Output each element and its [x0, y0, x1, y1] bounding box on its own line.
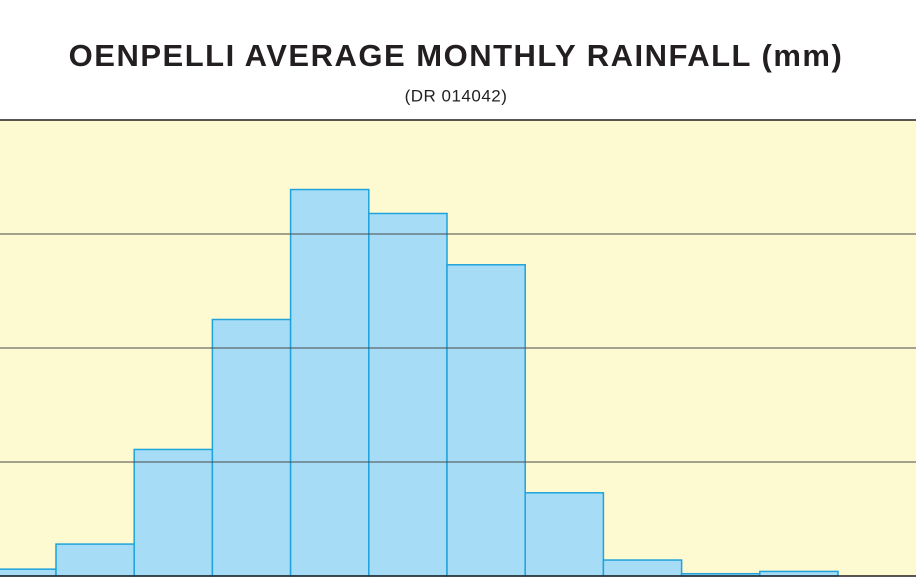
- bar: [602, 559, 683, 577]
- bar: [133, 448, 214, 577]
- bar: [0, 568, 57, 577]
- chart-subtitle: (DR 014042): [405, 86, 508, 105]
- bar: [446, 264, 526, 577]
- chart-title: OENPELLI AVERAGE MONTHLY RAINFALL (mm): [69, 38, 844, 73]
- bar: [211, 318, 292, 577]
- bar: [289, 188, 370, 577]
- bar: [55, 543, 135, 577]
- bar: [524, 492, 605, 577]
- bar: [368, 212, 448, 577]
